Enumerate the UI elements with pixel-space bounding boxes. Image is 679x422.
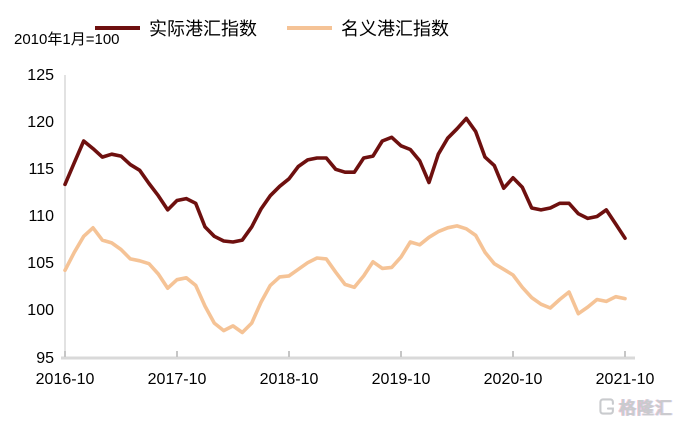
- legend-label-nominal: 名义港汇指数: [341, 19, 449, 39]
- series-line-1: [63, 224, 627, 335]
- index-base-note: 2010年1月=100: [14, 31, 120, 48]
- legend-item-real: 实际港汇指数: [95, 15, 257, 41]
- series-line-0: [63, 116, 627, 244]
- chart-legend: 实际港汇指数 名义港汇指数: [95, 15, 449, 41]
- nominal-index-line-swatch: [287, 26, 332, 30]
- legend-label-real: 实际港汇指数: [149, 19, 257, 39]
- legend-item-nominal: 名义港汇指数: [287, 15, 449, 41]
- gelonghui-logo-icon: [599, 398, 614, 415]
- watermark: 格隆汇: [599, 394, 673, 419]
- real-index-line-swatch: [95, 26, 140, 30]
- watermark-text: 格隆汇: [619, 399, 673, 418]
